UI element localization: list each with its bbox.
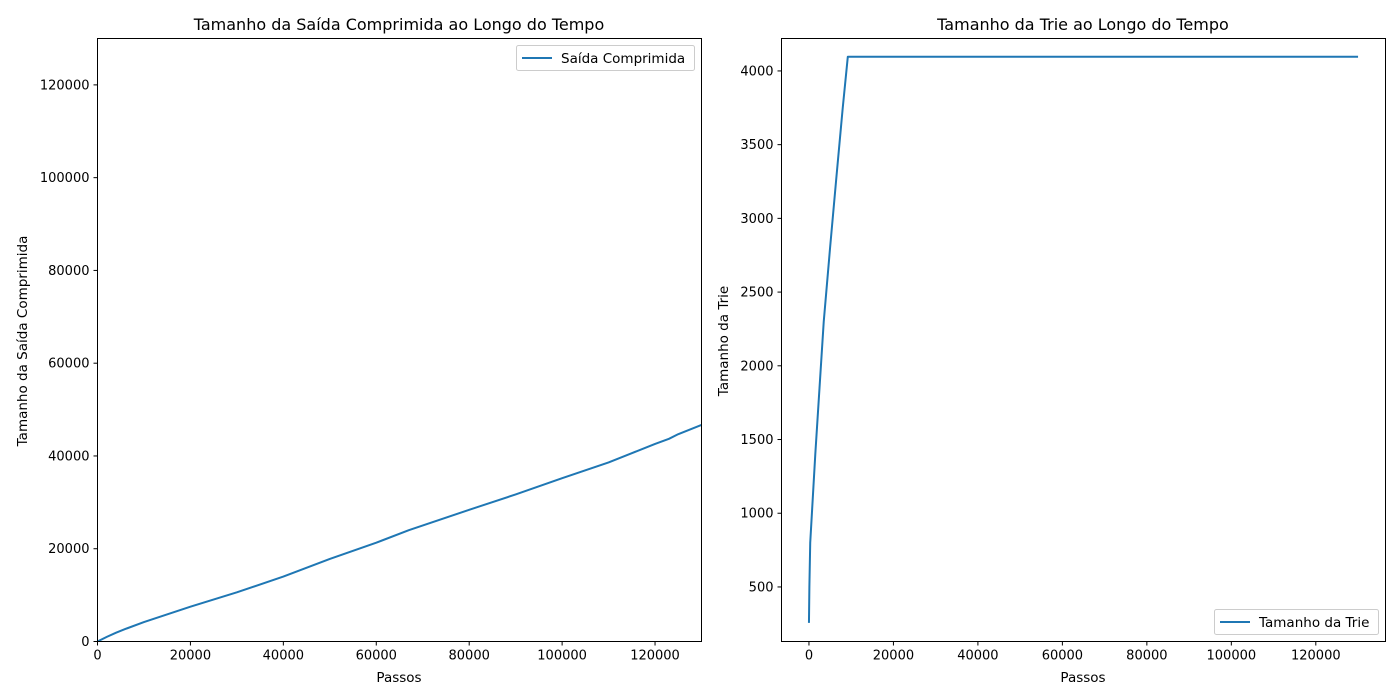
y-tick-label: 0 — [81, 635, 89, 650]
y-tick-label: 40000 — [48, 449, 89, 464]
legend-box — [1214, 609, 1379, 635]
y-tick-label: 60000 — [48, 357, 89, 372]
legend-box — [516, 45, 695, 71]
y-tick-label: 1000 — [740, 507, 773, 522]
series-line-0 — [807, 55, 1359, 623]
y-tick-label: 2000 — [740, 359, 773, 374]
y-tick-label: 4000 — [740, 64, 773, 79]
x-tick-label: 100000 — [1207, 649, 1257, 664]
plot-frame — [97, 38, 702, 642]
legend: Saída Comprimida — [516, 45, 695, 71]
axis-ticks: 0 20000 40000 60000 80000 100000 120000 500 1000… — [740, 64, 1340, 663]
x-tick-label: 20000 — [170, 649, 211, 664]
legend-label: Tamanho da Trie — [1258, 615, 1369, 631]
x-tick-label: 120000 — [630, 649, 680, 664]
y-axis-label: Tamanho da Trie — [716, 286, 732, 397]
y-tick-label: 1500 — [740, 433, 773, 448]
x-axis-label: Passos — [1060, 670, 1105, 686]
y-tick-label: 20000 — [48, 542, 89, 557]
y-tick-label: 120000 — [40, 78, 90, 93]
series-lines — [97, 423, 702, 642]
axis-ticks: 0 20000 40000 60000 80000 100000 120000 0 20000 4… — [40, 78, 680, 663]
y-tick-label: 100000 — [40, 171, 90, 186]
y-tick-label: 3500 — [740, 138, 773, 153]
x-tick-label: 40000 — [957, 649, 998, 664]
y-tick-label: 80000 — [48, 264, 89, 279]
legend: Tamanho da Trie — [1214, 609, 1379, 635]
x-tick-label: 20000 — [873, 649, 914, 664]
y-tick-label: 2500 — [740, 286, 773, 301]
plot-frame — [781, 38, 1386, 642]
x-tick-label: 40000 — [263, 649, 304, 664]
x-tick-label: 120000 — [1291, 649, 1341, 664]
chart-title: Tamanho da Saída Comprimida ao Longo do … — [193, 15, 605, 34]
series-lines — [807, 55, 1359, 623]
series-line-0 — [97, 423, 702, 642]
x-tick-label: 100000 — [537, 649, 587, 664]
x-tick-label: 0 — [93, 649, 101, 664]
x-axis-label: Passos — [376, 670, 421, 686]
chart-title: Tamanho da Trie ao Longo do Tempo — [936, 15, 1229, 34]
legend-label: Saída Comprimida — [561, 51, 685, 67]
x-tick-label: 80000 — [1126, 649, 1167, 664]
y-tick-label: 3000 — [740, 212, 773, 227]
x-tick-label: 80000 — [449, 649, 490, 664]
x-tick-label: 0 — [805, 649, 813, 664]
chart-trie-size: Tamanho da Trie ao Longo do Tempo Passos… — [716, 15, 1386, 686]
x-tick-label: 60000 — [1042, 649, 1083, 664]
y-tick-label: 500 — [749, 580, 774, 595]
y-axis-label: Tamanho da Saída Comprimida — [15, 236, 31, 448]
x-tick-label: 60000 — [356, 649, 397, 664]
chart-compressed-output: Tamanho da Saída Comprimida ao Longo do … — [15, 15, 702, 686]
